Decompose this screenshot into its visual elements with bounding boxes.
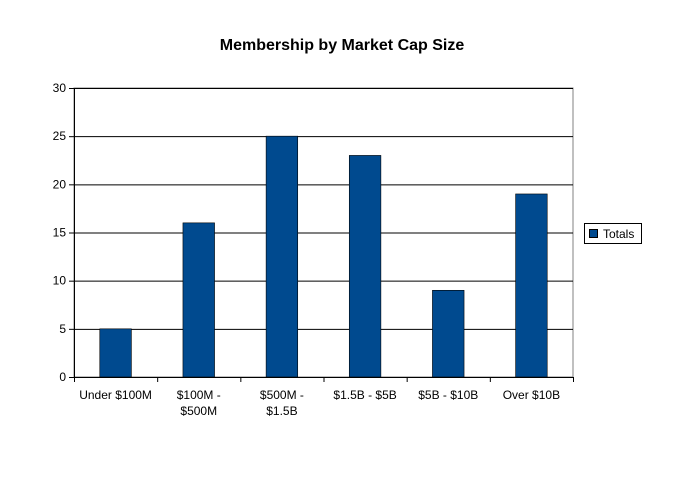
x-tick-label: $1.5B - $5B [333,388,396,402]
bar [348,155,382,378]
x-tick-label-line: $100M - [177,388,221,402]
y-tick-label: 20 [53,177,67,191]
x-tick-label: Over $10B [503,388,560,402]
y-tick-label: 30 [53,81,67,95]
x-tick-label-line: $1.5B [266,404,297,418]
x-tick-label: Under $100M [79,388,152,402]
legend-box [584,223,642,244]
x-tick-label-line: $500M [180,404,217,418]
legend: Totals [584,223,642,244]
bar [515,193,548,378]
x-tick-label-line: Under $100M [79,388,152,402]
y-tick-label: 10 [53,274,67,288]
y-tick-label: 0 [59,370,66,384]
chart-title: Membership by Market Cap Size [220,37,465,54]
y-tick-label: 25 [53,129,67,143]
x-tick-label: $100M - $500M [177,388,221,418]
x-tick-label: $5B - $10B [418,388,478,402]
x-tick-label-line: $1.5B - $5B [333,388,396,402]
y-tick-label: 5 [59,322,66,336]
bar [265,135,299,378]
x-tick-label-line: $500M - [260,388,304,402]
legend-label: Totals [603,227,634,241]
bar [432,289,465,378]
bar [99,328,132,378]
y-tick-label: 15 [53,226,67,240]
x-tick-label: $500M - $1.5B [260,388,304,418]
legend-swatch [589,229,598,238]
x-tick-label-line: Over $10B [503,388,560,402]
x-tick-label-line: $5B - $10B [418,388,478,402]
bar [182,222,215,378]
plot-area: 0 5 10 15 20 25 30 Under $100M $100M - $500M $500M… [53,81,574,418]
